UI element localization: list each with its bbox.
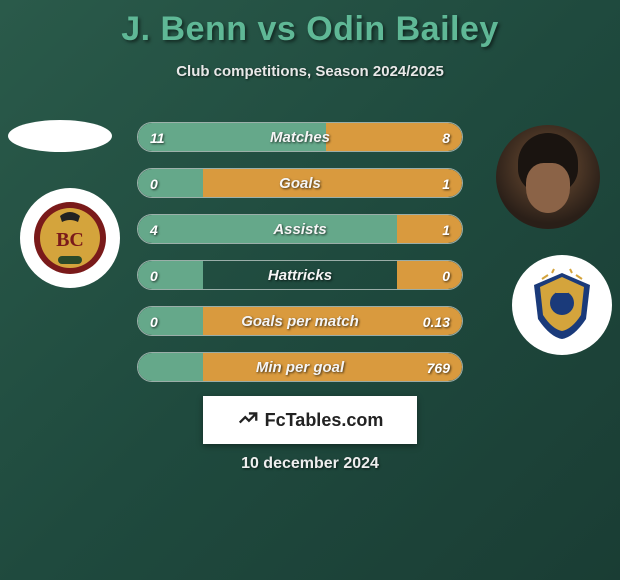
stat-row: 00Hattricks [137, 260, 463, 290]
comparison-subtitle: Club competitions, Season 2024/2025 [0, 63, 620, 80]
date-text: 10 december 2024 [0, 455, 620, 473]
stats-container: 118Matches 01Goals 41Assists 00Hattricks 00.… [137, 122, 463, 398]
stat-row: 118Matches [137, 122, 463, 152]
stat-label: Min per goal [138, 353, 462, 381]
player-left-avatar [8, 120, 112, 152]
stat-row: 769Min per goal [137, 352, 463, 382]
stat-label: Goals [138, 169, 462, 197]
site-brand-text: FcTables.com [265, 410, 384, 431]
site-brand-box: FcTables.com [203, 396, 417, 444]
svg-text:BC: BC [56, 229, 84, 251]
stat-label: Matches [138, 123, 462, 151]
chart-icon [237, 407, 259, 434]
stat-row: 01Goals [137, 168, 463, 198]
comparison-title: J. Benn vs Odin Bailey [0, 0, 620, 49]
stat-label: Goals per match [138, 307, 462, 335]
club-crest-right [512, 255, 612, 355]
player-right-avatar [496, 125, 600, 229]
stat-row: 00.13Goals per match [137, 306, 463, 336]
stat-label: Assists [138, 215, 462, 243]
stat-label: Hattricks [138, 261, 462, 289]
club-crest-left: BC [20, 188, 120, 288]
stat-row: 41Assists [137, 214, 463, 244]
